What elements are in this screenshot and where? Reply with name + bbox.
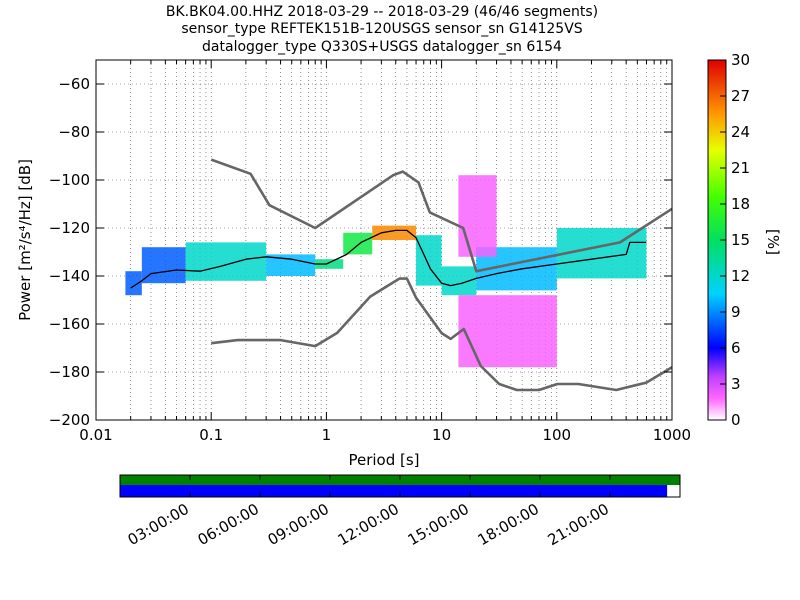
high-noise-model-line	[210, 158, 673, 273]
density-cell	[185, 242, 267, 281]
axis-ticks: 0.01 0.1 1 10 100 1000 −60 −80 −100 −120 −140 −160 −…	[49, 60, 691, 444]
timeline-tick-label: 15:00:00	[405, 500, 472, 549]
colorbar-tick-label: 15	[731, 231, 750, 249]
mode-line	[130, 229, 647, 289]
title-line-2: sensor_type REFTEK151B-120USGS sensor_sn…	[181, 21, 582, 37]
colorbar-tick-label: 27	[731, 87, 750, 105]
low-noise-model-line	[211, 277, 673, 392]
y-tick-label: −80	[58, 123, 90, 141]
timeline-tick-label: 18:00:00	[475, 500, 542, 549]
y-tick-label: −60	[58, 75, 90, 93]
noise-curves	[130, 158, 673, 392]
coverage-timeline: 03:00:00 06:00:00 09:00:00 12:00:00 15:00:00…	[119, 474, 681, 549]
colorbar-ticks: 0 3 6 9 12 15 18 21 24 27 30	[720, 51, 750, 429]
data-coverage-bar	[120, 485, 668, 497]
plot-frame	[95, 59, 673, 421]
density-cell	[125, 271, 142, 296]
y-axis-label: Power [m²/s⁴/Hz] [dB]	[16, 159, 34, 321]
colorbar-tick-label: 24	[731, 123, 750, 141]
title-line-3: datalogger_type Q330S+USGS datalogger_sn…	[202, 39, 562, 55]
density-cell	[458, 175, 497, 257]
y-tick-label: −120	[49, 219, 90, 237]
x-tick-label: 1	[322, 426, 332, 444]
x-tick-label: 0.01	[79, 426, 112, 444]
timeline-tick-label: 09:00:00	[265, 500, 332, 549]
density-cell	[458, 295, 557, 368]
timeline-tick-label: 21:00:00	[545, 500, 612, 549]
x-tick-label: 100	[542, 426, 571, 444]
colorbar-label: [%]	[764, 229, 782, 255]
y-tick-label: −160	[49, 315, 90, 333]
y-tick-label: −100	[49, 171, 90, 189]
x-tick-label: 0.1	[199, 426, 223, 444]
y-tick-label: −140	[49, 267, 90, 285]
ppsd-plot: 0.01 0.1 1 10 100 1000 −60 −80 −100 −120 −140 −160 −…	[16, 59, 691, 469]
y-tick-label: −180	[49, 363, 90, 381]
density-cell	[372, 225, 417, 240]
chart-title: BK.BK04.00.HHZ 2018-03-29 -- 2018-03-29 …	[166, 4, 598, 55]
density-cell	[315, 259, 344, 269]
x-tick-label: 10	[432, 426, 451, 444]
colorbar-tick-label: 18	[731, 195, 750, 213]
x-axis-label: Period [s]	[348, 451, 419, 469]
colorbar-tick-label: 9	[731, 303, 741, 321]
colorbar-tick-label: 12	[731, 267, 750, 285]
density-cell	[141, 247, 186, 284]
colorbar-tick-label: 0	[731, 411, 741, 429]
timeline-tick-label: 12:00:00	[335, 500, 402, 549]
x-tick-label: 1000	[653, 426, 691, 444]
colorbar: 0 3 6 9 12 15 18 21 24 27 30 [%]	[707, 51, 782, 429]
colorbar-tick-label: 6	[731, 339, 741, 357]
timeline-tick-label: 06:00:00	[195, 500, 262, 549]
colorbar-tick-label: 3	[731, 375, 741, 393]
y-tick-label: −200	[49, 411, 90, 429]
timeline-tick-label: 03:00:00	[125, 500, 192, 549]
colorbar-tick-label: 21	[731, 159, 750, 177]
density-cell	[266, 254, 316, 276]
title-line-1: BK.BK04.00.HHZ 2018-03-29 -- 2018-03-29 …	[166, 4, 598, 20]
density-cell	[343, 232, 373, 255]
colorbar-tick-label: 30	[731, 51, 750, 69]
